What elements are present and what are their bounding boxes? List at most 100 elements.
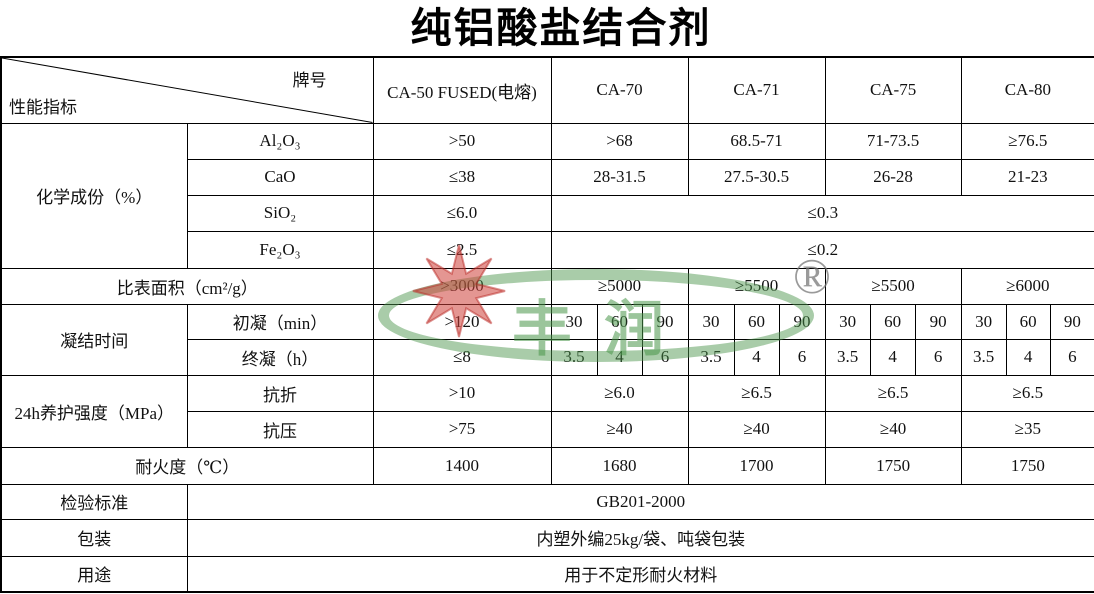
packing-label: 包装: [0, 518, 188, 557]
sio2-ca50: ≤6.0: [372, 194, 552, 232]
initial-ca50: >120: [372, 303, 552, 340]
al2o3-ca70: >68: [550, 122, 689, 160]
refractoriness-ca75: 1750: [824, 446, 962, 485]
final-ca71-35: 3.5: [687, 338, 735, 376]
surface-ca70: ≥5000: [550, 267, 689, 305]
final-ca71-4: 4: [733, 338, 780, 376]
page-title: 纯铝酸盐结合剂: [410, 5, 712, 51]
refractoriness-ca50: 1400: [372, 446, 552, 485]
sio2-label: SiO₂: [186, 194, 374, 232]
row-surface-area: 比表面积（cm²/g） >3000 ≥5000 ≥5500 ≥5500 ≥600…: [0, 267, 1094, 305]
final-ca75-4: 4: [869, 338, 916, 376]
chem-group-label: 化学成份（%）: [0, 122, 188, 269]
usage-label: 用途: [0, 555, 188, 593]
header-indicator-label: 性能指标: [9, 97, 77, 117]
initial-ca71-90: 90: [778, 303, 826, 340]
row-refractoriness: 耐火度（℃） 1400 1680 1700 1750 1750: [0, 446, 1094, 485]
initial-setting-label: 初凝（min）: [186, 303, 374, 340]
flexural-ca71: ≥6.5: [687, 374, 826, 412]
initial-ca80-90: 90: [1049, 303, 1094, 340]
brand-ca80: CA-80: [960, 56, 1094, 124]
row-standard: 检验标准 GB201-2000: [0, 483, 1094, 520]
row-sio2: SiO₂ ≤6.0 ≤0.3: [1, 194, 1094, 232]
refractoriness-ca80: 1750: [960, 446, 1094, 485]
sio2-others: ≤0.3: [550, 194, 1094, 232]
strength-group-label: 24h养护强度（MPa）: [0, 374, 188, 448]
initial-ca75-60: 60: [869, 303, 916, 340]
cao-ca75: 26-28: [824, 158, 962, 196]
brand-ca71: CA-71: [687, 56, 826, 124]
initial-ca75-30: 30: [824, 303, 871, 340]
initial-ca71-60: 60: [733, 303, 780, 340]
final-ca50: ≤8: [372, 338, 552, 376]
header-row: 牌号 性能指标 CA-50 FUSED(电熔) CA-70 CA-71 CA-7…: [0, 56, 1094, 124]
compressive-label: 抗压: [186, 410, 374, 448]
final-ca70-4: 4: [596, 338, 643, 376]
final-ca75-35: 3.5: [824, 338, 871, 376]
initial-ca71-30: 30: [687, 303, 735, 340]
cao-ca70: 28-31.5: [550, 158, 689, 196]
initial-ca70-30: 30: [550, 303, 598, 340]
final-setting-label: 终凝（h）: [186, 338, 374, 376]
initial-ca80-30: 30: [960, 303, 1007, 340]
setting-group-label: 凝结时间: [0, 303, 188, 376]
row-initial-setting: 凝结时间 初凝（min） >120 30 60 90 30 60 90 30 6…: [0, 303, 1094, 376]
final-ca70-35: 3.5: [550, 338, 598, 376]
final-ca75-6: 6: [914, 338, 962, 376]
al2o3-ca80: ≥76.5: [960, 122, 1094, 160]
final-ca71-6: 6: [778, 338, 826, 376]
refractoriness-label: 耐火度（℃）: [0, 446, 374, 485]
header-brand-label: 牌号: [292, 71, 327, 90]
final-ca80-4: 4: [1005, 338, 1051, 376]
compressive-ca75: ≥40: [824, 410, 962, 448]
compressive-ca80: ≥35: [960, 410, 1094, 448]
row-packing: 包装 内塑外编25kg/袋、吨袋包装: [0, 518, 1094, 557]
row-al2o3: 化学成份（%） Al₂O₃ >50 >68 68.5-71 71-73.5 ≥7…: [0, 122, 1094, 269]
cao-label: CaO: [186, 158, 374, 196]
refractoriness-ca71: 1700: [687, 446, 826, 485]
surface-ca80: ≥6000: [960, 267, 1094, 305]
cao-ca50: ≤38: [372, 158, 552, 196]
final-ca80-35: 3.5: [960, 338, 1007, 376]
initial-ca80-60: 60: [1005, 303, 1051, 340]
product-spec-table: 牌号 性能指标 CA-50 FUSED(电熔) CA-70 CA-71 CA-7…: [0, 56, 1094, 593]
fe2o3-label: Fe₂O₃: [186, 230, 374, 269]
cao-ca80: 21-23: [960, 158, 1094, 196]
brand-ca50: CA-50 FUSED(电熔): [372, 56, 552, 124]
brand-ca75: CA-75: [824, 56, 962, 124]
initial-ca70-90: 90: [641, 303, 689, 340]
surface-ca50: >3000: [372, 267, 552, 305]
compressive-ca50: >75: [372, 410, 552, 448]
fe2o3-others: ≤0.2: [550, 230, 1094, 269]
initial-ca70-60: 60: [596, 303, 643, 340]
row-compressive: 抗压 >75 ≥40 ≥40 ≥40 ≥35: [1, 410, 1094, 448]
al2o3-ca71: 68.5-71: [687, 122, 826, 160]
standard-value: GB201-2000: [186, 483, 1094, 520]
flexural-label: 抗折: [186, 374, 374, 412]
refractoriness-ca70: 1680: [550, 446, 689, 485]
standard-label: 检验标准: [0, 483, 188, 520]
brand-ca70: CA-70: [550, 56, 689, 124]
surface-ca75: ≥5500: [824, 267, 962, 305]
diagonal-header-cell: 牌号 性能指标: [0, 56, 374, 124]
packing-value: 内塑外编25kg/袋、吨袋包装: [186, 518, 1094, 557]
al2o3-ca75: 71-73.5: [824, 122, 962, 160]
flexural-ca50: >10: [372, 374, 552, 412]
row-final-setting: 终凝（h） ≤8 3.5 4 6 3.5 4 6 3.5 4 6 3.5 4 6: [1, 338, 1094, 376]
cao-ca71: 27.5-30.5: [687, 158, 826, 196]
fe2o3-ca50: ≤2.5: [372, 230, 552, 269]
al2o3-ca50: >50: [372, 122, 552, 160]
row-flexural: 24h养护强度（MPa） 抗折 >10 ≥6.0 ≥6.5 ≥6.5 ≥6.5: [0, 374, 1094, 448]
al2o3-label: Al₂O₃: [186, 122, 374, 160]
initial-ca75-90: 90: [914, 303, 962, 340]
final-ca70-6: 6: [641, 338, 689, 376]
compressive-ca70: ≥40: [550, 410, 689, 448]
diagonal-line: [2, 58, 373, 123]
flexural-ca75: ≥6.5: [824, 374, 962, 412]
usage-value: 用于不定形耐火材料: [186, 555, 1094, 593]
row-usage: 用途 用于不定形耐火材料: [0, 555, 1094, 593]
compressive-ca71: ≥40: [687, 410, 826, 448]
final-ca80-6: 6: [1049, 338, 1094, 376]
surface-area-label: 比表面积（cm²/g）: [0, 267, 374, 305]
flexural-ca80: ≥6.5: [960, 374, 1094, 412]
